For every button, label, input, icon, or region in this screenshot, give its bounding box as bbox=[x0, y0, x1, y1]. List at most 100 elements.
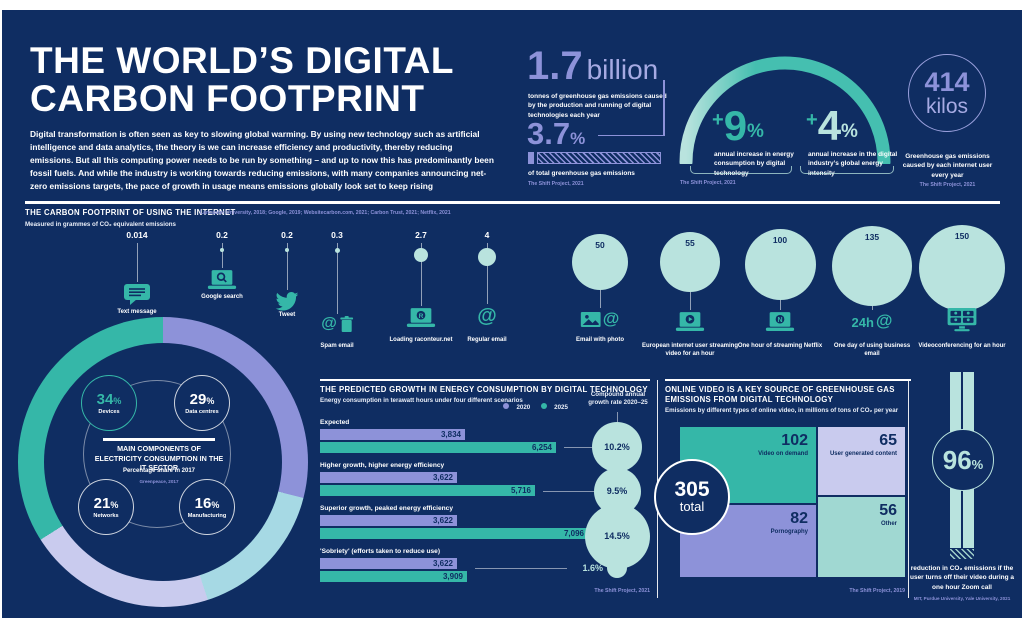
laptop-netflix-icon: N bbox=[764, 312, 796, 333]
emission-label: One day of using business email bbox=[833, 343, 911, 358]
donut-component-circle: 34% Devices bbox=[81, 375, 137, 431]
emission-value: 0.3 bbox=[331, 230, 343, 240]
scenario-label: Higher growth, higher energy efficiency bbox=[320, 462, 445, 469]
bar-2020: 3,622 bbox=[320, 472, 457, 483]
title-line-1: THE WORLD’S DIGITAL bbox=[30, 40, 454, 81]
emission-circle bbox=[220, 248, 224, 252]
cagr-circle bbox=[607, 558, 627, 578]
zoom-number: 96 bbox=[942, 444, 972, 475]
zoom-stat-circle: 96 % bbox=[932, 429, 994, 491]
donut-heading: MAIN COMPONENTS OF ELECTRICITY CONSUMPTI… bbox=[94, 444, 224, 473]
cagr-connector bbox=[543, 491, 594, 492]
connector-line bbox=[780, 297, 781, 310]
growth-right-sign: + bbox=[806, 109, 818, 131]
energy-title: THE PREDICTED GROWTH IN ENERGY CONSUMPTI… bbox=[320, 385, 648, 394]
emission-value: 4 bbox=[484, 230, 490, 240]
bar-2025: 6,254 bbox=[320, 442, 556, 453]
bar-2025-value: 7,096 bbox=[563, 529, 584, 538]
intro-paragraph: Digital transformation is often seen as … bbox=[30, 129, 494, 192]
treemap-cell-label: Video on demand bbox=[758, 451, 808, 457]
connector-line bbox=[287, 243, 288, 290]
legend-label-2025: 2025 bbox=[554, 404, 568, 411]
billion-unit: billion bbox=[586, 54, 659, 85]
emission-label: Loading raconteur.net bbox=[389, 337, 453, 343]
bar-2025-value: 5,716 bbox=[510, 486, 531, 495]
donut-heading-rule bbox=[103, 438, 215, 441]
laptop-search-icon bbox=[206, 270, 238, 291]
emission-circle bbox=[660, 232, 720, 292]
bracket-line-vertical bbox=[663, 80, 665, 136]
treemap-cell-value: 102 bbox=[781, 432, 808, 449]
footprint-title: THE CARBON FOOTPRINT OF USING THE INTERN… bbox=[25, 208, 236, 217]
growth-left-bracket bbox=[690, 166, 792, 174]
page-title: THE WORLD’S DIGITAL CARBON FOOTPRINT bbox=[30, 40, 454, 119]
emission-circle bbox=[285, 248, 289, 252]
component-share: 21% bbox=[93, 494, 119, 512]
component-share: 34% bbox=[96, 390, 122, 408]
component-name: Devices bbox=[98, 408, 120, 415]
stat-growth-energy: +9% bbox=[712, 102, 764, 150]
scenario-label: Superior growth, peaked energy efficienc… bbox=[320, 505, 454, 512]
growth-left-sign: + bbox=[712, 109, 724, 131]
emission-label: Tweet bbox=[278, 312, 296, 318]
treemap-cell-label: User generated content bbox=[829, 451, 897, 457]
cagr-header: Compound annual growth rate 2020–25 bbox=[588, 391, 648, 407]
laptop-play-icon bbox=[674, 312, 706, 333]
video-total-circle: 305 total bbox=[654, 459, 730, 535]
bar-2025-value: 6,254 bbox=[531, 443, 552, 452]
bar-2020-value: 3,622 bbox=[432, 473, 453, 482]
share-number: 3.7 bbox=[527, 116, 571, 151]
emission-circle bbox=[334, 247, 340, 253]
kilos-source: The Shift Project, 2021 bbox=[919, 182, 976, 188]
video-source: The Shift Project, 2019 bbox=[849, 588, 905, 594]
bar-2025: 5,716 bbox=[320, 485, 535, 496]
bar-2020-value: 3,622 bbox=[432, 559, 453, 568]
treemap-cell-value: 56 bbox=[879, 502, 897, 519]
zoom-desc: reduction in CO₂ emissions if the user t… bbox=[909, 565, 1014, 591]
video-title: ONLINE VIDEO IS A KEY SOURCE OF GREENHOU… bbox=[665, 385, 895, 404]
emission-value: 150 bbox=[954, 231, 970, 241]
growth-left-unit: % bbox=[747, 121, 764, 142]
video-total-value: 305 bbox=[674, 478, 710, 502]
donut-subheading: Percentage share in 2017 bbox=[122, 468, 196, 474]
video-subtitle: Emissions by different types of online v… bbox=[665, 407, 899, 414]
cagr-circle: 10.2% bbox=[592, 422, 642, 472]
donut-component-circle: 29% Data centres bbox=[174, 375, 230, 431]
donut-connector-circle bbox=[83, 380, 231, 528]
treemap-cell-label: Other bbox=[880, 521, 897, 527]
emission-label: Email with photo bbox=[576, 337, 624, 343]
24h-at-icon: 24h @ bbox=[851, 311, 893, 330]
treemap-cell-value: 65 bbox=[879, 432, 897, 449]
bar-2020-value: 3,622 bbox=[432, 516, 453, 525]
emission-value: 0.2 bbox=[216, 230, 228, 240]
energy-section-rule bbox=[320, 379, 650, 381]
scenario-label: 'Sobriety' (efforts taken to reduce use) bbox=[320, 548, 441, 555]
footprint-subtitle: Measured in grammes of CO₂ equivalent em… bbox=[25, 221, 176, 228]
svg-text:R: R bbox=[419, 313, 424, 320]
footprint-sources: Lancaster University, 2018; Google, 2019… bbox=[200, 210, 451, 216]
divider-video-zoom bbox=[908, 380, 909, 598]
bar-2025: 7,096 bbox=[320, 528, 588, 539]
donut-source: Greenpeace, 2017 bbox=[139, 479, 179, 484]
emission-value: 100 bbox=[772, 234, 788, 245]
component-name: Manufacturing bbox=[187, 512, 227, 519]
share-bar-solid bbox=[528, 152, 534, 164]
growth-left-desc: annual increase in energy consumption by… bbox=[714, 151, 794, 177]
divider-top bbox=[25, 201, 1000, 204]
emission-value: 2.7 bbox=[415, 230, 427, 240]
emission-value: 135 bbox=[864, 232, 880, 242]
emission-circle bbox=[572, 234, 628, 290]
emission-label: One hour of streaming Netflix bbox=[737, 343, 823, 349]
component-share: 29% bbox=[189, 390, 215, 408]
laptop-loading-icon: R bbox=[405, 308, 437, 329]
kilos-desc: Greenhouse gas emissions caused by each … bbox=[902, 153, 993, 179]
video-grid-icon bbox=[946, 308, 979, 332]
emission-label: European internet user streaming video f… bbox=[641, 343, 739, 358]
bar-2020: 3,622 bbox=[320, 558, 457, 569]
at-trash-icon: @ bbox=[321, 316, 353, 332]
emission-label: Regular email bbox=[467, 337, 507, 343]
cagr-connector bbox=[564, 447, 592, 448]
emission-circle bbox=[832, 226, 912, 306]
emission-label: Videoconferencing for an hour bbox=[918, 343, 1006, 349]
donut-component-circle: 16% Manufacturing bbox=[179, 479, 235, 535]
